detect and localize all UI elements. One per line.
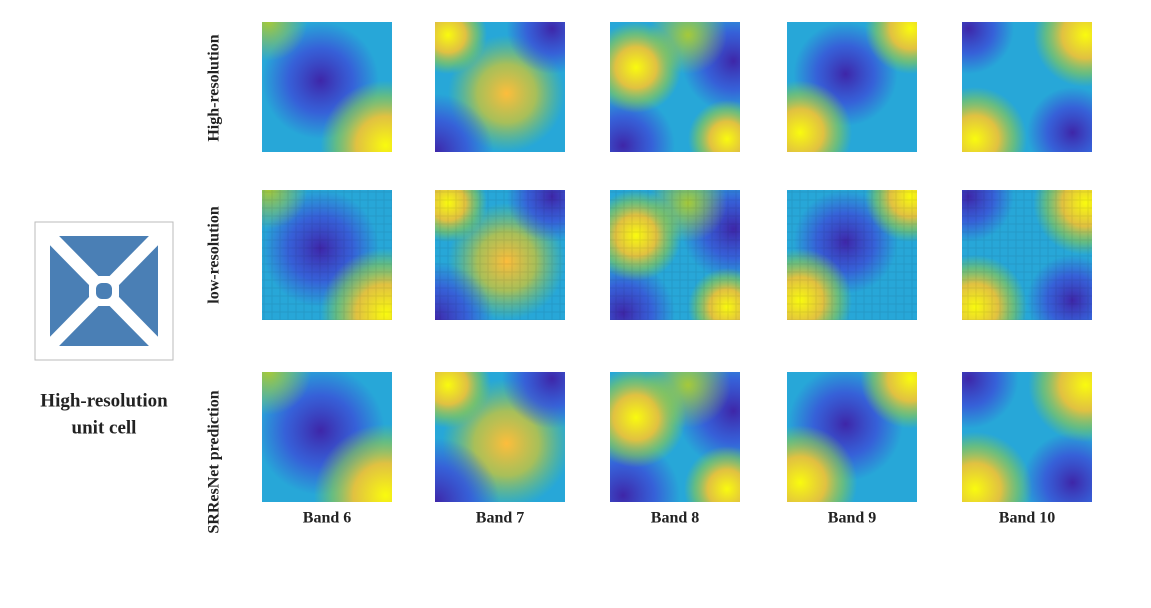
unit-cell-core [96, 283, 112, 299]
heatmap-blob [506, 22, 565, 74]
unit-cell [34, 221, 174, 361]
heatmap-blob [435, 372, 491, 428]
heatmap-blob [1033, 22, 1092, 87]
heatmap [610, 22, 740, 152]
heatmap-blob [435, 437, 500, 502]
pixel-grid [787, 190, 917, 320]
heatmap [435, 372, 565, 502]
heatmap-blob [645, 372, 731, 428]
heatmap-blob [435, 93, 494, 152]
heatmap [435, 22, 565, 152]
row-label: High-resolution [206, 34, 223, 141]
column-label: Band 9 [828, 510, 876, 527]
heatmap [610, 190, 740, 320]
heatmap-blob [787, 425, 858, 502]
pixel-grid [610, 190, 740, 320]
heatmap [435, 190, 565, 320]
heatmap-blob [649, 22, 727, 74]
heatmap-blob [962, 22, 1014, 74]
heatmap-blob [962, 87, 1027, 152]
row-label: SRResNet prediction [206, 390, 223, 533]
pixel-grid [262, 190, 392, 320]
heatmap [787, 22, 917, 152]
heatmap-blob [962, 431, 1033, 502]
heatmap-blob [860, 372, 917, 429]
heatmap-blob [435, 22, 487, 74]
heatmap [962, 190, 1092, 320]
heatmap-blob [962, 372, 1019, 429]
heatmap-blob [320, 80, 392, 152]
heatmap [787, 190, 917, 320]
unit-cell-label: unit cell [72, 417, 137, 438]
column-label: Band 10 [999, 510, 1055, 527]
heatmaps [262, 22, 1092, 502]
heatmap [262, 22, 392, 152]
column-label: Band 6 [303, 510, 351, 527]
unit-cell-label: High-resolution [40, 390, 168, 411]
heatmap [962, 22, 1092, 152]
heatmap [262, 190, 392, 320]
heatmap-blob [1022, 432, 1092, 502]
pixel-grid [435, 190, 565, 320]
column-label: Band 8 [651, 510, 699, 527]
heatmap-blob [1027, 87, 1092, 152]
heatmap-blob [865, 22, 917, 74]
heatmap-blob [501, 372, 565, 429]
heatmap [262, 372, 392, 502]
row-label: low-resolution [206, 206, 223, 304]
heatmap [962, 372, 1092, 502]
heatmap [787, 372, 917, 502]
column-label: Band 7 [476, 510, 524, 527]
heatmap-blob [787, 80, 852, 152]
heatmap-blob [684, 446, 740, 502]
heatmap [610, 372, 740, 502]
pixel-grid [962, 190, 1092, 320]
heatmap-blob [262, 22, 308, 61]
heatmap-blob [1028, 372, 1092, 443]
heatmap-blob [688, 100, 740, 152]
heatmap-blob [262, 372, 312, 415]
heatmap-blob [314, 424, 392, 502]
